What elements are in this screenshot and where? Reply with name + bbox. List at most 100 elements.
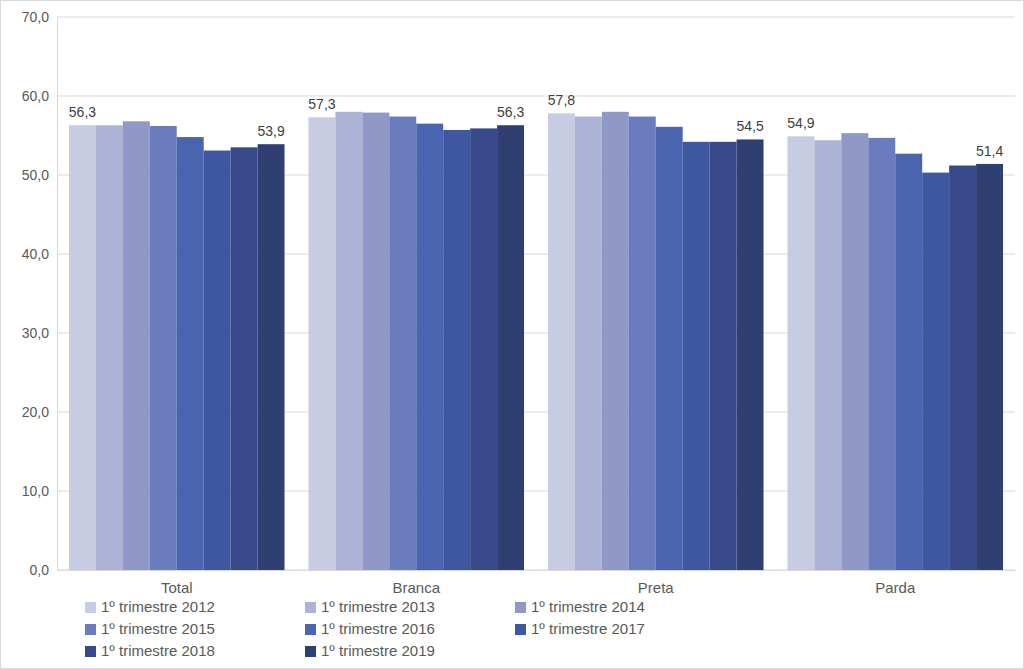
y-tick: 0,0 — [30, 562, 57, 578]
bar — [389, 117, 416, 570]
grid — [57, 17, 1015, 570]
bar — [231, 147, 258, 570]
bar — [335, 112, 362, 570]
legend-item: 1º trimestre 2013 — [305, 598, 435, 615]
y-tick-label: 40,0 — [22, 246, 49, 262]
legend-label: 1º trimestre 2014 — [531, 598, 645, 615]
legend-item: 1º trimestre 2014 — [515, 598, 645, 615]
legend-label: 1º trimestre 2016 — [321, 620, 435, 637]
bar — [814, 140, 841, 570]
chart: 0,0 10,0 20,0 30,0 40,0 50,0 60,0 70,0 Total Bran… — [0, 0, 1024, 669]
bar — [416, 124, 443, 570]
legend-swatch — [515, 602, 526, 613]
bar — [575, 117, 602, 570]
x-tick: Parda — [875, 570, 916, 596]
bar — [737, 139, 764, 570]
x-tick-label: Parda — [875, 579, 916, 596]
bar — [656, 127, 683, 570]
legend-item: 1º trimestre 2017 — [515, 620, 645, 637]
data-label: 56,3 — [69, 104, 96, 120]
bar — [949, 166, 976, 570]
legend-item: 1º trimestre 2016 — [305, 620, 435, 637]
chart-frame — [1, 1, 1024, 669]
legend-swatch — [305, 646, 316, 657]
legend-item: 1º trimestre 2018 — [85, 642, 215, 659]
legend-label: 1º trimestre 2012 — [101, 598, 215, 615]
bar-series — [96, 112, 841, 570]
bar — [497, 125, 524, 570]
data-label: 53,9 — [257, 123, 284, 139]
bar — [922, 173, 949, 570]
y-tick: 10,0 — [22, 483, 57, 499]
bar — [895, 154, 922, 570]
y-tick: 70,0 — [22, 9, 57, 25]
y-tick-label: 70,0 — [22, 9, 49, 25]
y-tick: 30,0 — [22, 325, 57, 341]
grid-line — [57, 96, 1015, 97]
bar — [96, 125, 123, 570]
data-label: 51,4 — [976, 143, 1003, 159]
bar-series — [231, 128, 976, 570]
x-axis-line — [58, 570, 1016, 571]
legend-item: 1º trimestre 2019 — [305, 642, 435, 659]
data-label: 56,3 — [497, 104, 524, 120]
x-tick-label: Branca — [392, 579, 440, 596]
x-tick: Branca — [392, 570, 440, 596]
y-tick: 60,0 — [22, 88, 57, 104]
data-labels: 56,3 57,3 57,8 54,9 53,9 56,3 54,5 51,4 — [69, 92, 1004, 159]
legend-label: 1º trimestre 2015 — [101, 620, 215, 637]
data-label: 54,5 — [736, 118, 763, 134]
legend-swatch — [85, 646, 96, 657]
bar — [258, 144, 285, 570]
y-tick-label: 0,0 — [30, 562, 50, 578]
legend-swatch — [515, 624, 526, 635]
x-tick-label: Preta — [638, 579, 675, 596]
bar-series — [177, 124, 922, 570]
bar-series — [258, 125, 1003, 570]
data-label: 57,8 — [548, 92, 575, 108]
bar — [841, 133, 868, 570]
y-tick: 20,0 — [22, 404, 57, 420]
legend-label: 1º trimestre 2013 — [321, 598, 435, 615]
bar-series — [69, 113, 814, 570]
bar — [150, 126, 177, 570]
bar-series — [150, 117, 895, 570]
bar — [123, 121, 150, 570]
bar — [177, 137, 204, 570]
x-tick: Total — [161, 570, 193, 596]
bars — [69, 112, 1003, 570]
bar-series — [204, 130, 949, 570]
bar — [683, 142, 710, 570]
y-tick-label: 20,0 — [22, 404, 49, 420]
bar — [602, 112, 629, 570]
data-label: 57,3 — [308, 96, 335, 112]
y-tick: 40,0 — [22, 246, 57, 262]
y-axis: 0,0 10,0 20,0 30,0 40,0 50,0 60,0 70,0 — [22, 9, 58, 578]
data-label: 54,9 — [787, 115, 814, 131]
legend-label: 1º trimestre 2019 — [321, 642, 435, 659]
y-tick: 50,0 — [22, 167, 57, 183]
bar — [868, 138, 895, 570]
legend-item: 1º trimestre 2015 — [85, 620, 215, 637]
bar — [308, 117, 335, 570]
bar — [976, 164, 1003, 570]
bar — [362, 113, 389, 570]
legend-item: 1º trimestre 2012 — [85, 598, 215, 615]
x-axis: Total Branca Preta Parda — [58, 570, 1016, 596]
legend-swatch — [85, 602, 96, 613]
legend-swatch — [305, 602, 316, 613]
y-tick-label: 30,0 — [22, 325, 49, 341]
legend-swatch — [85, 624, 96, 635]
bar — [69, 125, 96, 570]
x-tick: Preta — [638, 570, 675, 596]
bar-series — [123, 112, 868, 570]
bar — [548, 113, 575, 570]
y-tick-label: 10,0 — [22, 483, 49, 499]
x-tick-label: Total — [161, 579, 193, 596]
bar — [787, 136, 814, 570]
y-tick-label: 60,0 — [22, 88, 49, 104]
legend: 1º trimestre 2012 1º trimestre 2013 1º tri… — [85, 598, 645, 659]
legend-label: 1º trimestre 2017 — [531, 620, 645, 637]
bar — [470, 128, 497, 570]
bar — [443, 130, 470, 570]
